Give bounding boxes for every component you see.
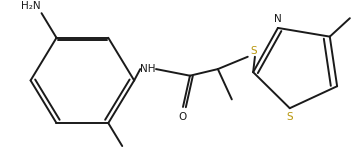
Text: O: O: [179, 112, 187, 122]
Text: S: S: [251, 46, 257, 56]
Text: N: N: [274, 14, 282, 24]
Text: H₂N: H₂N: [21, 1, 40, 11]
Text: NH: NH: [140, 64, 156, 74]
Text: S: S: [287, 112, 293, 122]
